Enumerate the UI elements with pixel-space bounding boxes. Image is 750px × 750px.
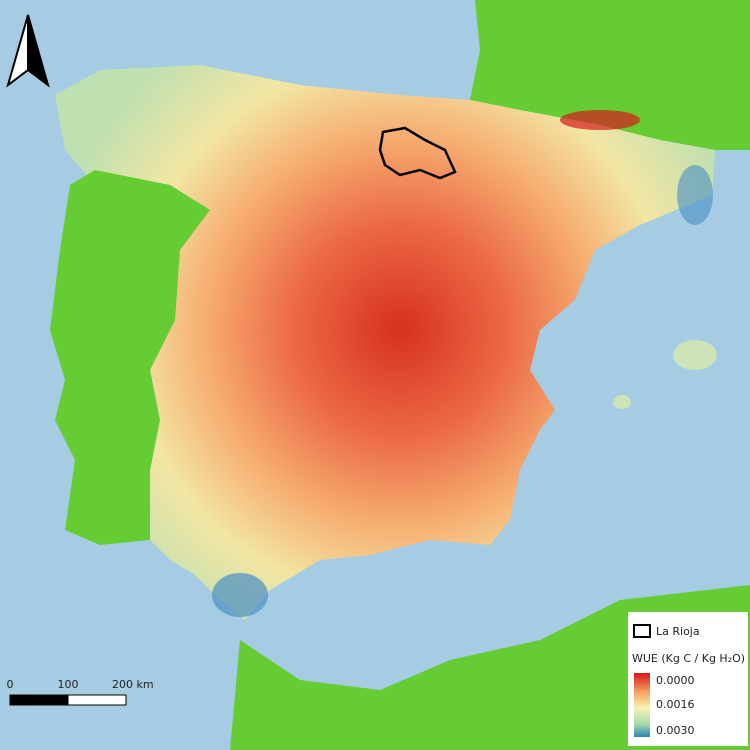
legend-ramp: [634, 673, 650, 737]
legend-ramp-label: 0.0000: [656, 674, 695, 687]
africa: [230, 585, 750, 750]
wue-patch: [677, 165, 713, 225]
island: [673, 340, 717, 370]
wue-patch: [212, 573, 268, 617]
legend-ramp-label: 0.0016: [656, 698, 695, 711]
legend-title: WUE (Kg C / Kg H₂O): [632, 652, 745, 665]
scale-label: 100: [58, 678, 79, 691]
legend-swatch: [633, 624, 651, 638]
scale-bar: 0 100 200 km: [7, 678, 154, 706]
scale-label: 0: [7, 678, 14, 691]
island: [613, 395, 631, 409]
wue-patch: [560, 110, 640, 130]
la-rioja-boundary: [378, 126, 457, 180]
portugal: [50, 170, 210, 545]
legend: La Rioja WUE (Kg C / Kg H₂O) 0.0000 0.00…: [628, 612, 748, 746]
scale-label: 200 km: [112, 678, 154, 691]
france: [470, 0, 750, 150]
legend-label: La Rioja: [656, 625, 700, 638]
spain: [55, 65, 715, 620]
legend-ramp-label: 0.0030: [656, 724, 695, 737]
north-arrow: [6, 14, 50, 88]
